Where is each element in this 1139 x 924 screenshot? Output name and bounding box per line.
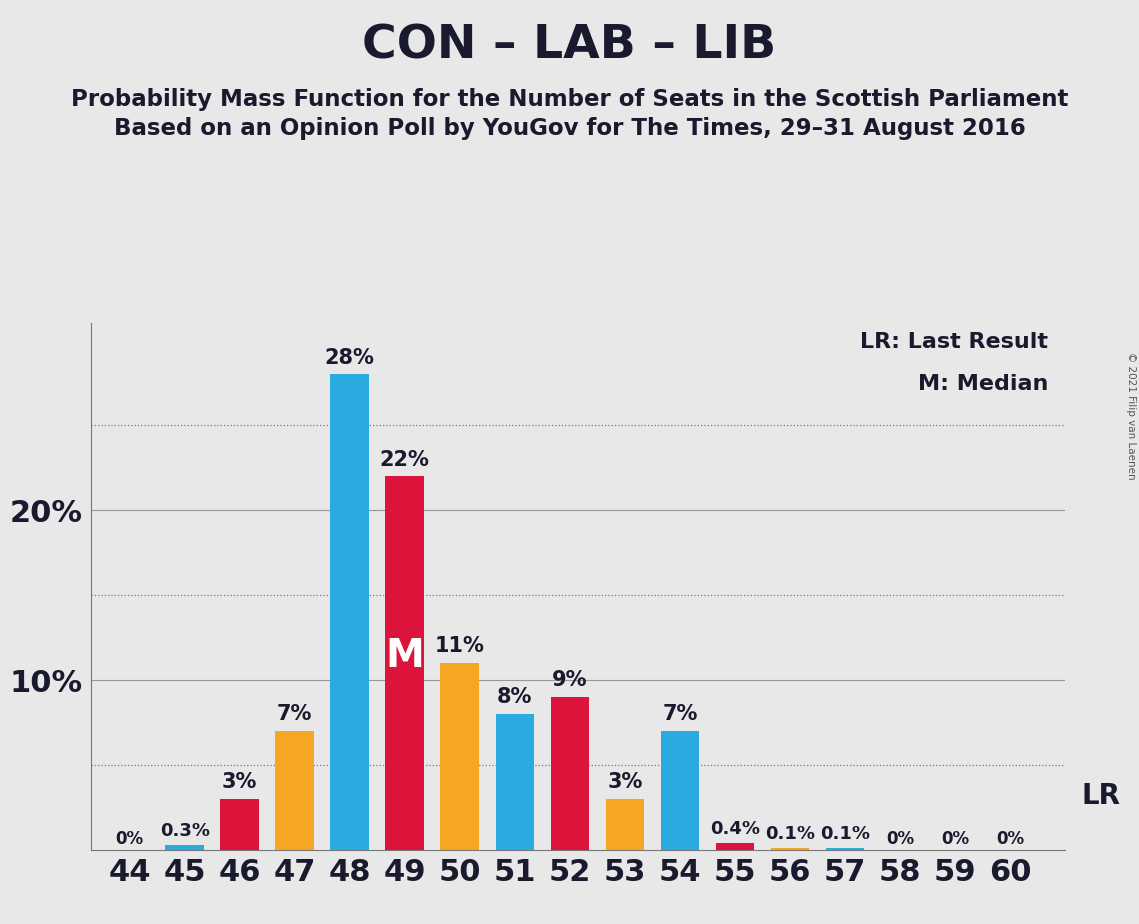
Text: 11%: 11% — [435, 637, 485, 656]
Text: Based on an Opinion Poll by YouGov for The Times, 29–31 August 2016: Based on an Opinion Poll by YouGov for T… — [114, 117, 1025, 140]
Text: 0%: 0% — [886, 830, 913, 847]
Bar — [330, 374, 369, 850]
Text: 22%: 22% — [379, 449, 429, 469]
Bar — [550, 698, 589, 850]
Bar — [385, 476, 424, 850]
Bar — [771, 848, 809, 850]
Bar — [661, 731, 699, 850]
Text: 8%: 8% — [497, 687, 532, 708]
Text: 0%: 0% — [115, 830, 144, 847]
Bar — [441, 663, 480, 850]
Text: 3%: 3% — [222, 772, 257, 792]
Text: © 2021 Filip van Laenen: © 2021 Filip van Laenen — [1126, 352, 1136, 480]
Text: 0.1%: 0.1% — [765, 825, 814, 844]
Text: 0.4%: 0.4% — [710, 821, 760, 838]
Text: M: M — [385, 637, 424, 675]
Text: 3%: 3% — [607, 772, 642, 792]
Text: 0.3%: 0.3% — [159, 821, 210, 840]
Text: 7%: 7% — [277, 704, 312, 724]
Text: LR: LR — [1081, 782, 1121, 809]
Bar — [221, 799, 259, 850]
Bar — [165, 845, 204, 850]
Bar — [606, 799, 644, 850]
Text: M: Median: M: Median — [918, 374, 1049, 395]
Text: Probability Mass Function for the Number of Seats in the Scottish Parliament: Probability Mass Function for the Number… — [71, 88, 1068, 111]
Bar — [495, 714, 534, 850]
Text: 9%: 9% — [552, 671, 588, 690]
Text: 0%: 0% — [941, 830, 969, 847]
Text: LR: Last Result: LR: Last Result — [860, 332, 1049, 352]
Text: 0%: 0% — [995, 830, 1024, 847]
Text: CON – LAB – LIB: CON – LAB – LIB — [362, 23, 777, 68]
Text: 7%: 7% — [662, 704, 697, 724]
Text: 0.1%: 0.1% — [820, 825, 870, 844]
Bar — [276, 731, 314, 850]
Text: 28%: 28% — [325, 347, 375, 368]
Bar — [826, 848, 865, 850]
Bar — [715, 844, 754, 850]
